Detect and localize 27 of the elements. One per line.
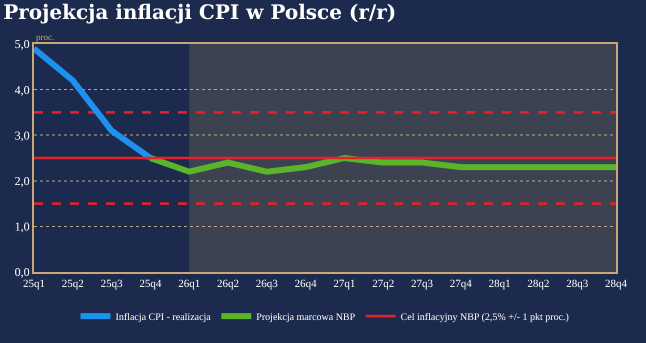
legend-label: Cel inflacyjny NBP (2,5% +/- 1 pkt proc.) (400, 312, 569, 324)
y-tick-label: 1,0 (14, 220, 30, 234)
y-tick-label: 4,0 (14, 82, 30, 97)
y-tick-label: 5,0 (14, 37, 30, 52)
x-tick-label: 28q4 (605, 278, 628, 290)
legend-label: Projekcja marcowa NBP (256, 312, 356, 324)
x-tick-label: 27q1 (333, 278, 356, 290)
y-axis-title: proc. (36, 32, 54, 42)
y-tick-label: 0,0 (14, 265, 30, 280)
x-tick-label: 28q3 (566, 278, 589, 290)
x-tick-label: 25q4 (139, 278, 162, 290)
x-tick-label: 27q3 (411, 278, 434, 290)
chart-title: Projekcja inflacji CPI w Polsce (r/r) (3, 0, 396, 24)
x-tick-label: 28q2 (527, 278, 550, 290)
x-tick-label: 28q1 (488, 278, 511, 290)
y-tick-label: 3,0 (14, 128, 30, 142)
x-tick-label: 25q1 (23, 278, 45, 290)
x-tick-label: 26q3 (256, 278, 278, 290)
x-tick-label: 26q4 (294, 278, 318, 290)
x-tick-label: 27q2 (372, 278, 394, 290)
legend-label: Inflacja CPI - realizacja (116, 312, 212, 324)
x-tick-label: 26q1 (178, 278, 200, 290)
x-tick-label: 26q2 (217, 278, 239, 290)
x-tick-label: 25q3 (100, 278, 124, 290)
x-tick-label: 27q4 (450, 278, 472, 290)
y-tick-label: 2,0 (14, 174, 30, 188)
x-tick-label: 25q2 (62, 278, 84, 290)
